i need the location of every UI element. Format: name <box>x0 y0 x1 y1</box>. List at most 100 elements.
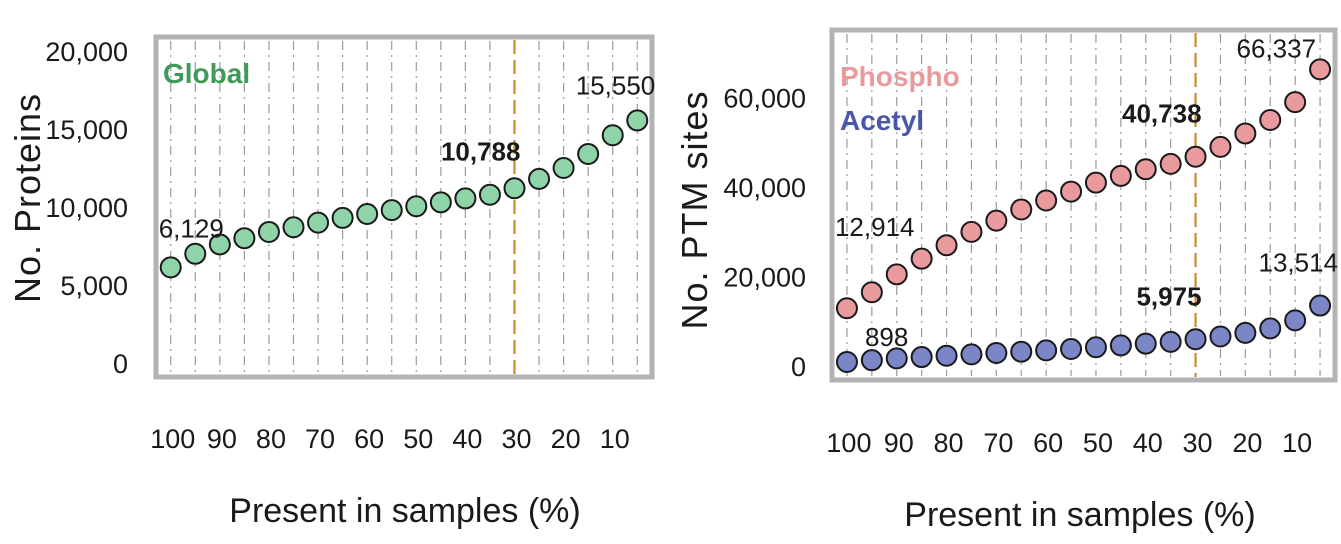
data-point-phospho <box>835 297 858 320</box>
data-point-phospho <box>885 263 908 286</box>
x-tick-label: 30 <box>1183 428 1213 458</box>
data-point-phospho <box>960 220 983 243</box>
x-tick-label: 70 <box>983 428 1013 458</box>
data-label: 13,514 <box>1259 248 1339 278</box>
data-point-acetyl <box>1084 336 1107 359</box>
data-point-global <box>380 199 403 222</box>
data-point-acetyl <box>960 343 983 366</box>
data-point-acetyl <box>1159 330 1182 353</box>
y-tick-label: 0 <box>791 352 806 382</box>
data-point-phospho <box>1209 135 1232 158</box>
data-point-phospho <box>860 281 883 304</box>
data-point-acetyl <box>1060 338 1083 361</box>
data-point-global <box>405 195 428 218</box>
data-point-acetyl <box>1234 321 1257 344</box>
data-point-global <box>257 220 280 243</box>
y-tick-label: 15,000 <box>45 115 128 145</box>
data-point-phospho <box>1159 152 1182 175</box>
data-point-global <box>626 109 649 132</box>
data-point-phospho <box>1060 180 1083 203</box>
data-point-acetyl <box>1209 325 1232 348</box>
data-label: 6,129 <box>159 213 224 243</box>
data-point-global <box>184 242 207 265</box>
data-point-global <box>528 167 551 190</box>
data-point-acetyl <box>935 344 958 367</box>
data-point-phospho <box>1010 198 1033 221</box>
data-point-global <box>429 191 452 214</box>
x-axis-label: Present in samples (%) <box>904 496 1255 534</box>
ptm-sites-chart: 0 20,000 40,000 60,000 100 90 80 70 60 50 40 30 20 10… <box>674 27 1339 534</box>
data-point-global <box>356 203 379 226</box>
legend-phospho: Phospho <box>840 61 960 92</box>
data-point-phospho <box>1259 109 1282 132</box>
x-tick-label: 80 <box>934 428 964 458</box>
data-point-global <box>478 183 501 206</box>
x-tick-label: 90 <box>884 428 914 458</box>
data-point-global <box>233 227 256 250</box>
data-point-global <box>552 157 575 179</box>
data-point-global <box>601 124 624 147</box>
data-point-acetyl <box>885 347 908 370</box>
x-tick-label: 100 <box>150 424 195 454</box>
data-label: 12,914 <box>835 212 915 242</box>
x-tick-label: 90 <box>207 424 237 454</box>
data-point-global <box>503 177 526 200</box>
x-tick-label: 70 <box>305 424 335 454</box>
data-point-global <box>577 142 600 165</box>
data-point-acetyl <box>985 342 1008 365</box>
data-point-phospho <box>1035 189 1058 212</box>
x-axis-label: Present in samples (%) <box>229 492 580 530</box>
data-point-global <box>208 233 231 256</box>
data-label: 898 <box>865 322 908 352</box>
data-label: 40,738 <box>1122 99 1202 129</box>
x-tick-label: 40 <box>452 424 482 454</box>
data-point-acetyl <box>1284 309 1307 332</box>
data-label: 10,788 <box>441 137 521 167</box>
legend-acetyl: Acetyl <box>840 105 924 136</box>
y-tick-label: 20,000 <box>723 263 806 293</box>
data-point-phospho <box>1109 164 1132 187</box>
data-point-phospho <box>935 234 958 257</box>
data-point-phospho <box>1134 158 1157 181</box>
data-point-phospho <box>1084 171 1107 194</box>
x-tick-label: 100 <box>826 428 871 458</box>
data-point-global <box>454 187 477 210</box>
x-tick-label: 50 <box>1083 428 1113 458</box>
data-point-acetyl <box>1035 339 1058 362</box>
x-tick-label: 10 <box>600 424 630 454</box>
x-tick-label: 40 <box>1133 428 1163 458</box>
data-label: 5,975 <box>1136 281 1201 311</box>
global-proteins-chart: 0 5,000 10,000 15,000 20,000 100 90 80 70 60 50 40 3… <box>7 34 656 530</box>
data-point-phospho <box>1284 91 1307 114</box>
data-point-acetyl <box>835 350 858 373</box>
data-point-phospho <box>1309 58 1332 81</box>
data-point-global <box>331 206 354 229</box>
data-point-acetyl <box>860 349 883 372</box>
data-point-acetyl <box>910 346 933 369</box>
x-tick-label: 60 <box>354 424 384 454</box>
data-point-phospho <box>1234 122 1257 145</box>
x-tick-label: 10 <box>1282 428 1312 458</box>
legend-global: Global <box>163 58 250 89</box>
data-point-acetyl <box>1259 317 1282 340</box>
plot-frame <box>153 34 655 380</box>
x-tick-label: 20 <box>1232 428 1262 458</box>
data-point-acetyl <box>1109 334 1132 357</box>
y-tick-label: 60,000 <box>723 84 806 114</box>
y-tick-label: 20,000 <box>45 37 128 67</box>
data-label: 66,337 <box>1237 33 1317 63</box>
data-point-global <box>307 211 330 234</box>
data-point-phospho <box>985 209 1008 232</box>
data-point-acetyl <box>1309 294 1332 317</box>
y-tick-label: 5,000 <box>60 271 128 301</box>
y-tick-label: 10,000 <box>45 193 128 223</box>
y-tick-label: 0 <box>113 349 128 379</box>
data-label: 15,550 <box>576 70 656 100</box>
x-tick-label: 60 <box>1033 428 1063 458</box>
data-point-acetyl <box>1134 332 1157 355</box>
y-axis-label: No. PTM sites <box>674 90 715 329</box>
x-tick-label: 80 <box>256 424 286 454</box>
data-point-global <box>282 216 305 239</box>
plot-frame <box>829 27 1338 383</box>
